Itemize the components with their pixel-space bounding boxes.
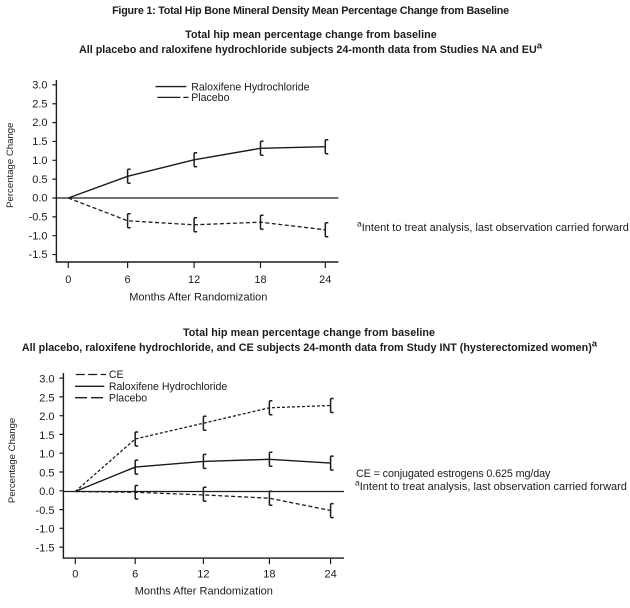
svg-text:3.0: 3.0	[32, 80, 47, 92]
svg-text:Percentage Change: Percentage Change	[7, 418, 18, 503]
svg-text:-0.5: -0.5	[36, 505, 55, 517]
svg-text:6: 6	[125, 274, 131, 286]
svg-text:2.5: 2.5	[39, 392, 54, 404]
svg-text:-1.0: -1.0	[36, 524, 55, 536]
svg-text:Placebo: Placebo	[109, 392, 147, 404]
svg-text:Placebo: Placebo	[191, 92, 229, 104]
svg-text:Percentage Change: Percentage Change	[5, 123, 16, 208]
svg-text:0: 0	[65, 274, 71, 286]
svg-text:6: 6	[132, 569, 138, 581]
svg-text:12: 12	[188, 274, 200, 286]
svg-text:0.5: 0.5	[39, 467, 54, 479]
svg-text:1.5: 1.5	[32, 136, 47, 148]
svg-text:-1.5: -1.5	[36, 543, 55, 555]
svg-text:3.0: 3.0	[39, 374, 54, 386]
svg-text:Months After Randomization: Months After Randomization	[135, 586, 273, 598]
svg-text:Raloxifene Hydrochloride: Raloxifene Hydrochloride	[109, 381, 227, 393]
svg-text:-1.5: -1.5	[29, 249, 48, 261]
svg-text:CE: CE	[109, 369, 124, 381]
svg-text:2.0: 2.0	[32, 117, 47, 129]
svg-text:2.0: 2.0	[39, 411, 54, 423]
svg-text:12: 12	[197, 569, 209, 581]
svg-text:1.0: 1.0	[32, 155, 47, 167]
svg-text:0.0: 0.0	[32, 193, 47, 205]
svg-text:18: 18	[254, 274, 266, 286]
svg-text:1.5: 1.5	[39, 430, 54, 442]
svg-text:1.0: 1.0	[39, 449, 54, 461]
svg-text:18: 18	[263, 569, 275, 581]
svg-text:2.5: 2.5	[32, 98, 47, 110]
svg-text:24: 24	[319, 274, 331, 286]
svg-text:Months After Randomization: Months After Randomization	[129, 292, 267, 304]
svg-text:-0.5: -0.5	[29, 211, 48, 223]
svg-text:0.0: 0.0	[39, 486, 54, 498]
svg-text:-1.0: -1.0	[29, 230, 48, 242]
svg-text:24: 24	[324, 569, 336, 581]
svg-text:0: 0	[72, 569, 78, 581]
svg-text:0.5: 0.5	[32, 174, 47, 186]
svg-text:Raloxifene Hydrochloride: Raloxifene Hydrochloride	[191, 81, 309, 93]
